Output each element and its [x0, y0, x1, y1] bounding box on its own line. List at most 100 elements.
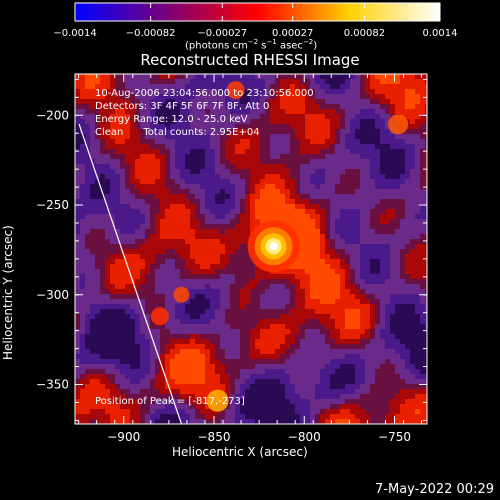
heatmap-cell [115, 194, 121, 200]
heatmap-cell [160, 224, 166, 230]
heatmap-cell [295, 269, 301, 275]
heatmap-cell [420, 209, 426, 215]
heatmap-cell [245, 329, 251, 335]
heatmap-cell [95, 159, 101, 165]
heatmap-cell [75, 399, 81, 405]
heatmap-cell [265, 384, 271, 390]
heatmap-cell [205, 419, 211, 424]
heatmap-cell [250, 339, 256, 345]
heatmap-cell [75, 379, 81, 385]
heatmap-cell [255, 164, 261, 170]
heatmap-cell [425, 139, 427, 145]
heatmap-cell [290, 324, 296, 330]
heatmap-cell [190, 389, 196, 395]
heatmap-cell [260, 124, 266, 130]
heatmap-cell [315, 329, 321, 335]
heatmap-cell [350, 169, 356, 175]
heatmap-cell [350, 294, 356, 300]
heatmap-cell [150, 194, 156, 200]
heatmap-cell [315, 274, 321, 280]
heatmap-cell [320, 259, 326, 265]
heatmap-cell [370, 109, 376, 115]
heatmap-cell [170, 294, 176, 300]
heatmap-cell [190, 284, 196, 290]
heatmap-cell [365, 184, 371, 190]
heatmap-cell [130, 324, 136, 330]
heatmap-cell [200, 254, 206, 260]
heatmap-cell [230, 164, 236, 170]
heatmap-cell [100, 124, 106, 130]
heatmap-cell [170, 344, 176, 350]
heatmap-cell [185, 404, 191, 410]
heatmap-cell [365, 329, 371, 335]
heatmap-cell [235, 209, 241, 215]
heatmap-cell [240, 139, 246, 145]
heatmap-cell [80, 264, 86, 270]
heatmap-cell [330, 364, 336, 370]
heatmap-cell [175, 234, 181, 240]
heatmap-cell [375, 409, 381, 415]
heatmap-cell [125, 229, 131, 235]
heatmap-cell [395, 389, 401, 395]
heatmap-cell [130, 144, 136, 150]
heatmap-cell [265, 369, 271, 375]
heatmap-cell [140, 334, 146, 340]
heatmap-cell [290, 144, 296, 150]
heatmap-cell [285, 124, 291, 130]
heatmap-cell [175, 164, 181, 170]
heatmap-cell [280, 284, 286, 290]
heatmap-cell [425, 154, 427, 160]
heatmap-cell [310, 294, 316, 300]
heatmap-cell [300, 139, 306, 145]
heatmap-cell [320, 149, 326, 155]
heatmap-cell [400, 174, 406, 180]
heatmap-cell [285, 99, 291, 105]
heatmap-cell [135, 409, 141, 415]
heatmap-cell [255, 169, 261, 175]
heatmap-cell [370, 189, 376, 195]
heatmap-cell [305, 344, 311, 350]
heatmap-cell [415, 399, 421, 405]
heatmap-cell [285, 289, 291, 295]
heatmap-cell [160, 109, 166, 115]
heatmap-cell [220, 374, 226, 380]
heatmap-cell [235, 204, 241, 210]
heatmap-cell [150, 164, 156, 170]
heatmap-cell [305, 299, 311, 305]
heatmap-cell [340, 324, 346, 330]
heatmap-cell [340, 259, 346, 265]
heatmap-cell [290, 419, 296, 424]
heatmap-cell [390, 399, 396, 405]
heatmap-cell [390, 79, 396, 85]
heatmap-cell [180, 404, 186, 410]
heatmap-cell [145, 249, 151, 255]
heatmap-cell [270, 314, 276, 320]
heatmap-cell [415, 369, 421, 375]
heatmap-cell [135, 174, 141, 180]
heatmap-cell [285, 114, 291, 120]
heatmap-cell [275, 79, 281, 85]
heatmap-cell [220, 299, 226, 305]
heatmap-cell [320, 244, 326, 250]
heatmap-cell [115, 224, 121, 230]
heatmap-cell [330, 144, 336, 150]
heatmap-cell [220, 244, 226, 250]
heatmap-cell [265, 109, 271, 115]
heatmap-cell [420, 229, 426, 235]
heatmap-cell [220, 284, 226, 290]
heatmap-cell [140, 129, 146, 135]
heatmap-cell [245, 199, 251, 205]
heatmap-cell [75, 199, 81, 205]
heatmap-cell [80, 204, 86, 210]
heatmap-cell [210, 89, 216, 95]
heatmap-cell [420, 94, 426, 100]
heatmap-cell [420, 189, 426, 195]
heatmap-cell [370, 214, 376, 220]
heatmap-cell [390, 194, 396, 200]
heatmap-cell [150, 369, 156, 375]
heatmap-cell [415, 379, 421, 385]
heatmap-cell [105, 154, 111, 160]
heatmap-cell [325, 354, 331, 360]
heatmap-cell [80, 234, 86, 240]
heatmap-cell [290, 79, 296, 85]
